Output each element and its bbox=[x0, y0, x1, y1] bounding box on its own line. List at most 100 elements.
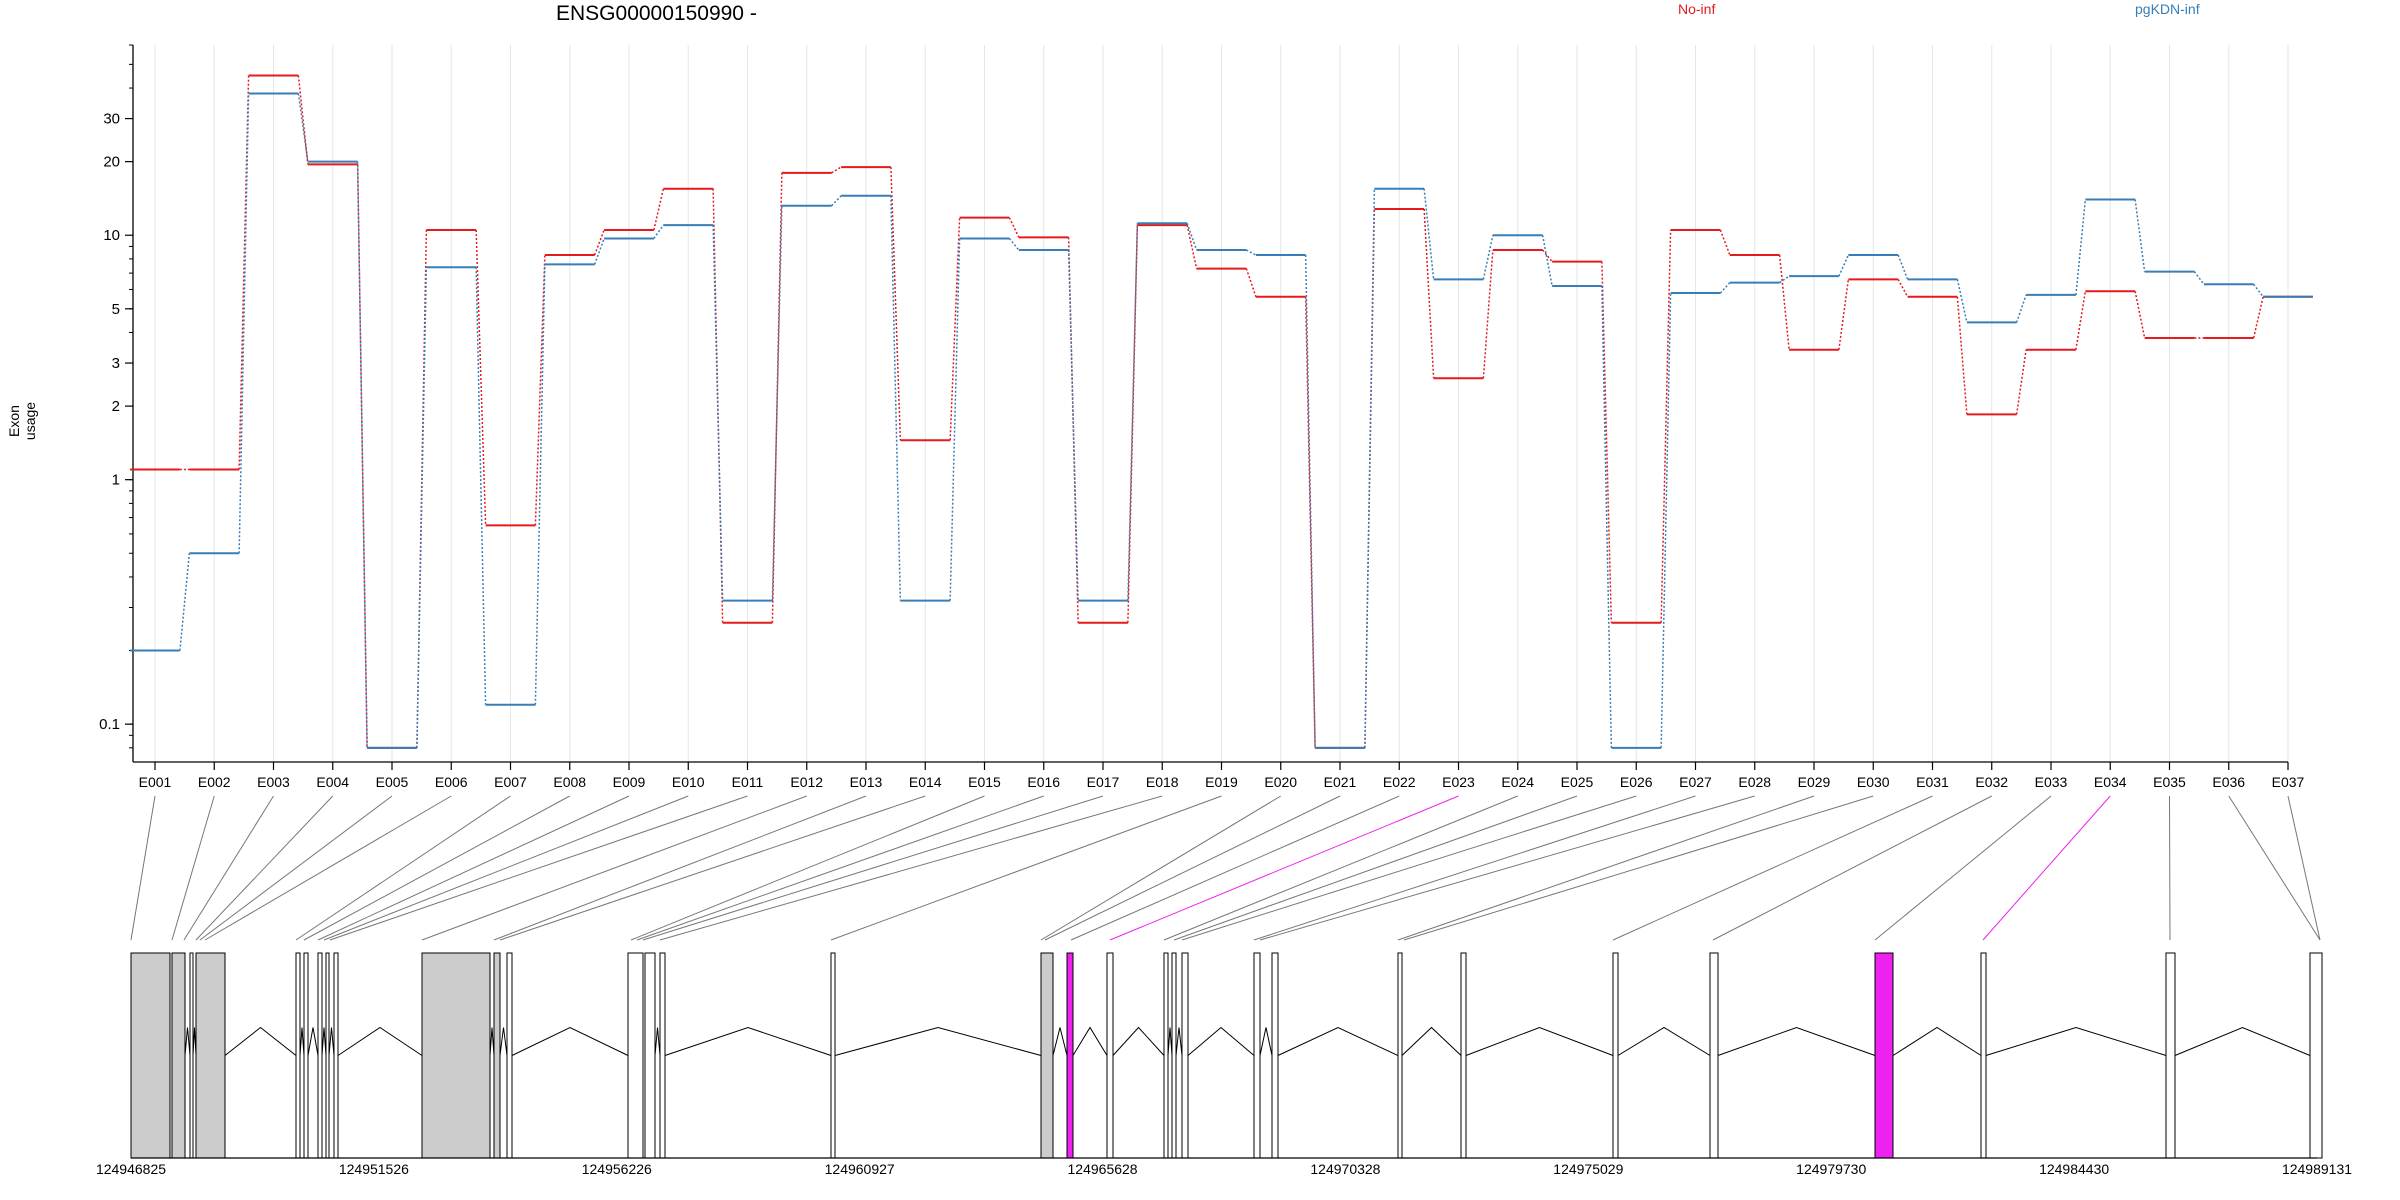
exon-box bbox=[421, 952, 491, 1159]
x-tick-label-E014: E014 bbox=[909, 774, 942, 790]
intron bbox=[834, 1026, 1042, 1056]
connector-E031 bbox=[1612, 795, 1933, 941]
exon-box bbox=[1397, 952, 1403, 1159]
connector-pgkdn-inf bbox=[1541, 235, 1553, 287]
connector-pgkdn-inf bbox=[1186, 222, 1198, 251]
exon-box bbox=[317, 952, 323, 1159]
connector-pgkdn-inf bbox=[890, 195, 902, 601]
exon-box bbox=[1709, 952, 1719, 1159]
intron bbox=[1617, 1026, 1711, 1056]
exon-box bbox=[295, 952, 301, 1159]
connector-pgkdn-inf bbox=[2075, 199, 2087, 295]
coordinate-label-7: 124979730 bbox=[1796, 1161, 1866, 1177]
exon-box bbox=[333, 952, 339, 1159]
intron bbox=[1187, 1026, 1255, 1056]
connector-no-inf bbox=[1838, 279, 1850, 350]
intron bbox=[307, 1027, 319, 1056]
series-lines bbox=[130, 74, 2313, 749]
connector-pgkdn-inf bbox=[2134, 199, 2146, 272]
connector-pgkdn-inf bbox=[179, 553, 191, 651]
series-pgkdn-inf bbox=[130, 92, 2313, 749]
connector-E024 bbox=[1163, 795, 1518, 941]
connector-pgkdn-inf bbox=[1779, 275, 1790, 284]
connector-pgkdn-inf bbox=[2015, 294, 2027, 323]
intron bbox=[1072, 1026, 1108, 1056]
intron bbox=[224, 1026, 297, 1056]
connector-no-inf bbox=[2252, 296, 2264, 339]
connector-E032 bbox=[1712, 795, 1992, 941]
y-axis: 0.1 1 2 3 5 10 20 30 bbox=[99, 44, 134, 762]
connector-E007 bbox=[295, 795, 511, 941]
connector-pgkdn-inf bbox=[1601, 285, 1613, 748]
connector-pgkdn-inf bbox=[416, 267, 428, 748]
connector-E033 bbox=[1874, 795, 2052, 941]
exon-box bbox=[1163, 952, 1169, 1159]
x-tick-label-E020: E020 bbox=[1264, 774, 1297, 790]
y-tick-label: 30 bbox=[103, 111, 120, 128]
exon-connector-lines bbox=[130, 795, 2321, 941]
y-tick-label: 20 bbox=[103, 154, 120, 171]
connector-E009 bbox=[317, 795, 630, 941]
exon-box bbox=[493, 952, 501, 1159]
connector-no-inf bbox=[1956, 296, 1968, 415]
exon-box bbox=[303, 952, 309, 1159]
intron bbox=[321, 1027, 327, 1056]
y-tick-label: 5 bbox=[112, 301, 120, 318]
connector-pgkdn-inf bbox=[2253, 283, 2264, 298]
connector-E035 bbox=[2169, 795, 2171, 941]
exon-box bbox=[1271, 952, 1279, 1159]
x-tick-label-E027: E027 bbox=[1679, 774, 1712, 790]
coordinate-label-6: 124975029 bbox=[1553, 1161, 1623, 1177]
coordinate-label-1: 124951526 bbox=[339, 1161, 409, 1177]
coordinate-label-5: 124970328 bbox=[1310, 1161, 1380, 1177]
coordinate-label-9: 124989131 bbox=[2282, 1161, 2352, 1177]
intron bbox=[1892, 1026, 1982, 1056]
exon-box bbox=[1460, 952, 1467, 1159]
exon-box bbox=[195, 952, 226, 1159]
connector-E020 bbox=[1040, 795, 1282, 941]
connector-pgkdn-inf bbox=[1660, 293, 1672, 748]
legend-entry-no-inf: No-inf bbox=[1678, 1, 1716, 17]
connector-no-inf bbox=[890, 167, 902, 441]
intron bbox=[1401, 1026, 1462, 1056]
connector-E023 bbox=[1109, 795, 1459, 941]
x-tick-label-E029: E029 bbox=[1798, 774, 1831, 790]
y-tick-label: 2 bbox=[112, 398, 120, 415]
x-tick-label-E011: E011 bbox=[732, 774, 764, 790]
connector-pgkdn-inf bbox=[653, 224, 664, 239]
intron bbox=[2174, 1026, 2311, 1056]
intron bbox=[499, 1027, 508, 1056]
x-tick-label-E018: E018 bbox=[1146, 774, 1179, 790]
connector-E005 bbox=[199, 795, 393, 941]
x-tick-label-E023: E023 bbox=[1442, 774, 1475, 790]
connector-E030 bbox=[1403, 795, 1874, 941]
connector-pgkdn-inf bbox=[712, 225, 724, 601]
intron bbox=[299, 1027, 305, 1056]
x-tick-label-E002: E002 bbox=[198, 774, 231, 790]
exon-box bbox=[659, 952, 666, 1159]
x-tick-label-E019: E019 bbox=[1205, 774, 1238, 790]
intron bbox=[1465, 1026, 1614, 1056]
x-tick-label-E005: E005 bbox=[376, 774, 409, 790]
connector-pgkdn-inf bbox=[297, 93, 309, 162]
exon-box bbox=[1253, 952, 1261, 1159]
x-tick-label-E017: E017 bbox=[1087, 774, 1120, 790]
x-tick-label-E033: E033 bbox=[2035, 774, 2068, 790]
x-tick-label-E024: E024 bbox=[1501, 774, 1534, 790]
connector-no-inf bbox=[1601, 261, 1613, 623]
y-tick-label: 0.1 bbox=[99, 716, 120, 733]
connector-E018 bbox=[659, 795, 1163, 941]
connector-E016 bbox=[636, 795, 1044, 941]
x-tick-label-E003: E003 bbox=[257, 774, 290, 790]
connector-pgkdn-inf bbox=[1246, 249, 1257, 256]
connector-no-inf bbox=[1482, 249, 1494, 379]
connector-E015 bbox=[630, 795, 985, 941]
x-tick-label-E034: E034 bbox=[2094, 774, 2127, 790]
coordinate-label-3: 124960927 bbox=[825, 1161, 895, 1177]
connector-pgkdn-inf bbox=[593, 238, 605, 265]
connector-pgkdn-inf bbox=[1423, 188, 1435, 280]
intron bbox=[1259, 1027, 1273, 1056]
connector-no-inf bbox=[1897, 278, 1909, 298]
connector-pgkdn-inf bbox=[2193, 271, 2205, 285]
